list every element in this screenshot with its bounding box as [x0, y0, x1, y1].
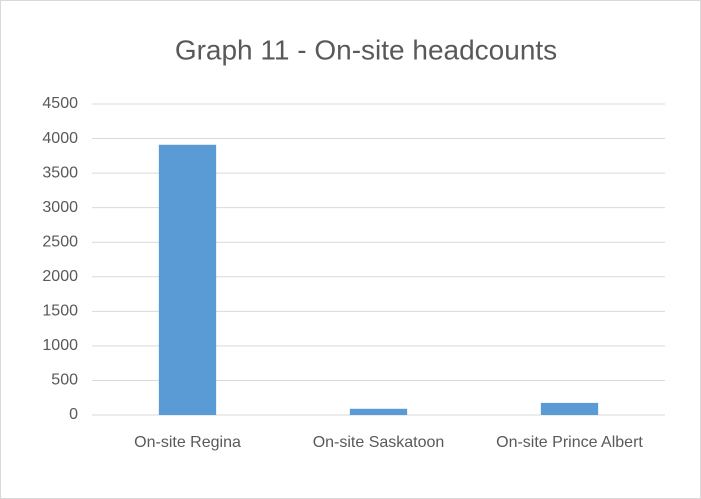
chart-title: Graph 11 - On-site headcounts	[175, 34, 557, 65]
y-tick-label: 3000	[42, 199, 78, 216]
x-tick-label: On-site Prince Albert	[496, 434, 643, 451]
y-tick-label: 0	[69, 406, 78, 423]
x-tick-label: On-site Regina	[134, 434, 241, 451]
bar	[540, 402, 599, 415]
bar	[349, 408, 408, 415]
y-tick-label: 4000	[42, 130, 78, 147]
x-tick-label: On-site Saskatoon	[312, 434, 445, 451]
y-tick-label: 500	[51, 372, 78, 389]
bar	[158, 144, 217, 415]
y-tick-label: 1000	[42, 337, 78, 354]
y-tick-label: 2500	[42, 233, 78, 250]
y-tick-label: 2000	[42, 268, 78, 285]
y-tick-label: 3500	[42, 164, 78, 181]
y-tick-label: 4500	[42, 95, 78, 112]
y-tick-label: 1500	[42, 303, 78, 320]
